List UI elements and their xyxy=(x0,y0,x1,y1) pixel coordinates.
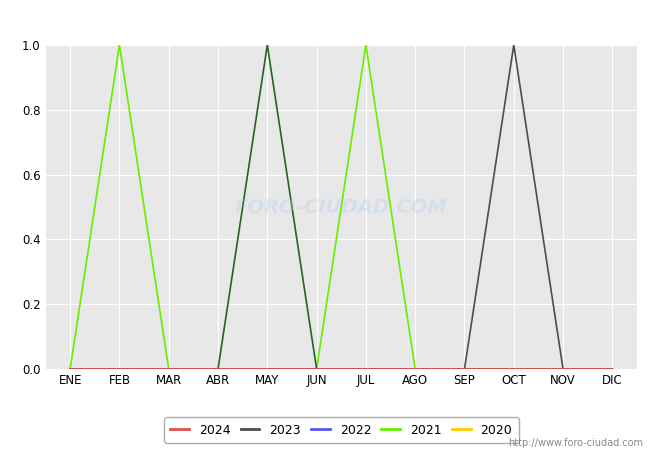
Text: Matriculaciones de Vehiculos en Diego del Carpio: Matriculaciones de Vehiculos en Diego de… xyxy=(127,13,523,28)
Text: http://www.foro-ciudad.com: http://www.foro-ciudad.com xyxy=(508,438,644,448)
Legend: 2024, 2023, 2022, 2021, 2020: 2024, 2023, 2022, 2021, 2020 xyxy=(164,417,519,443)
Text: FORO-CIUDAD.COM: FORO-CIUDAD.COM xyxy=(235,198,448,216)
